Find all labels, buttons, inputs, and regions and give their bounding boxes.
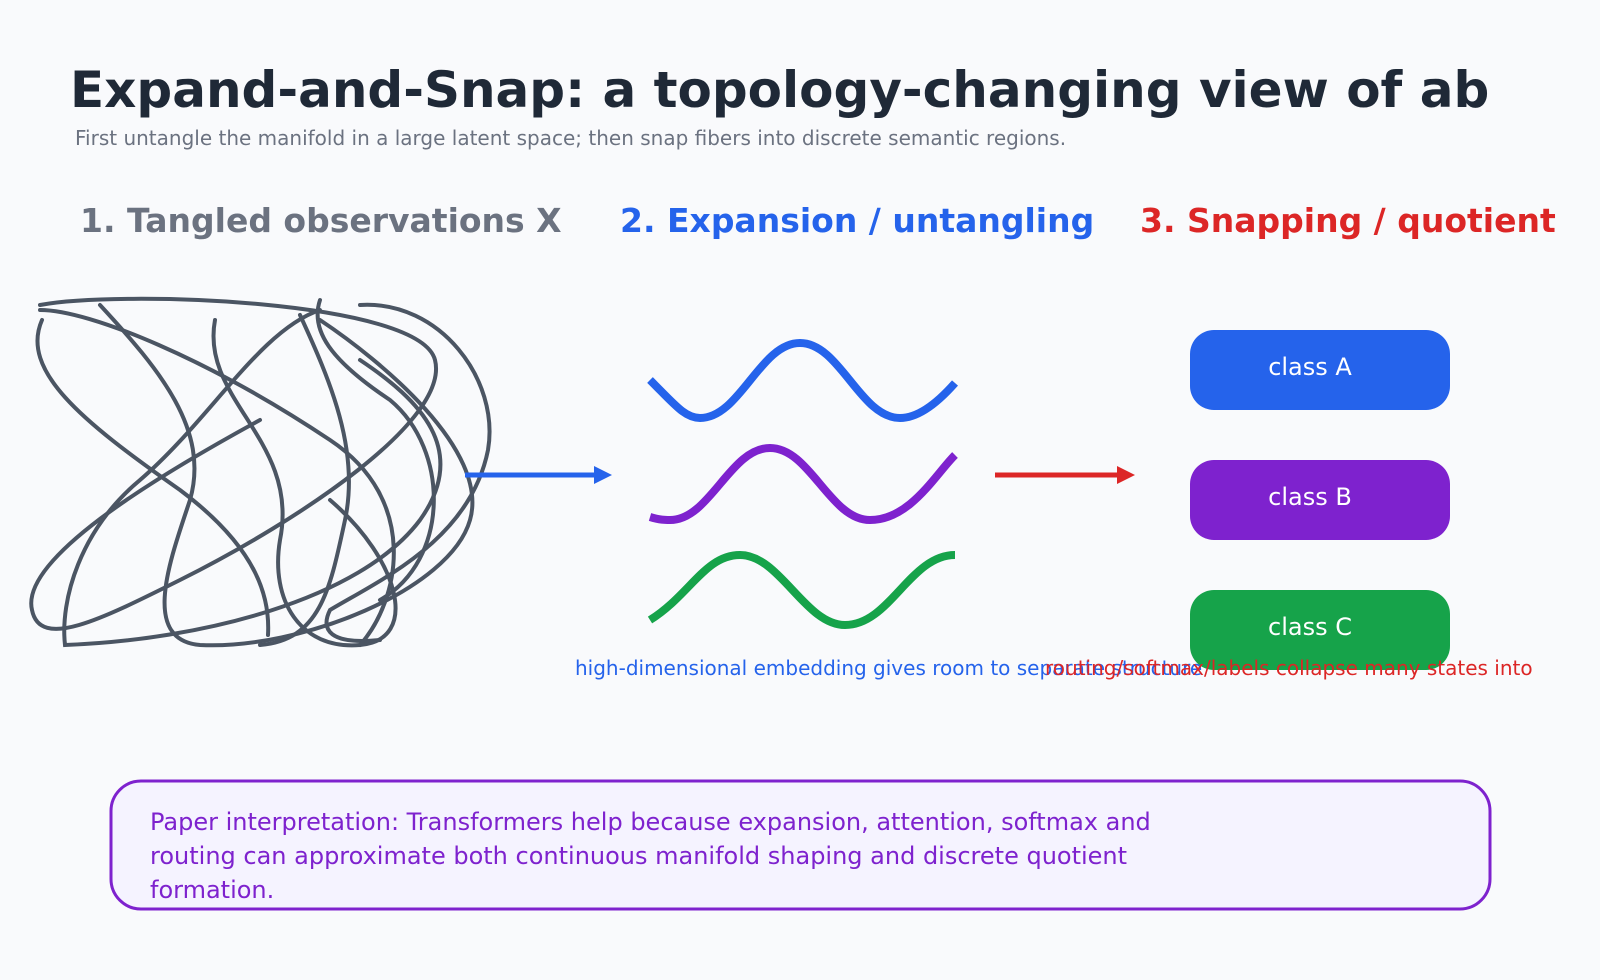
panel-title: 3. Snapping / quotient	[1140, 201, 1556, 240]
caption: high-dimensional embedding gives room to…	[575, 656, 1202, 680]
class-box	[1190, 460, 1450, 540]
panel-title: 1. Tangled observations X	[80, 201, 562, 240]
caption: routing/softmax/labels collapse many sta…	[1045, 656, 1533, 680]
note-line: formation.	[150, 876, 274, 904]
class-box	[1190, 590, 1450, 670]
class-box	[1190, 330, 1450, 410]
note-line: Paper interpretation: Transformers help …	[150, 808, 1151, 836]
title: Expand-and-Snap: a topology-changing vie…	[70, 61, 1489, 119]
class-label: class B	[1268, 483, 1352, 511]
panel-title: 2. Expansion / untangling	[620, 201, 1094, 240]
subtitle: First untangle the manifold in a large l…	[75, 126, 1066, 150]
arrow	[995, 466, 1135, 484]
arrow	[465, 466, 612, 484]
class-label: class C	[1268, 613, 1352, 641]
tangled-manifold	[29, 296, 492, 648]
fiber	[647, 550, 956, 630]
class-label: class A	[1268, 353, 1352, 381]
fibers	[647, 338, 958, 630]
fiber	[647, 338, 958, 423]
fiber	[648, 443, 958, 525]
note-line: routing can approximate both continuous …	[150, 842, 1127, 870]
note-box	[109, 779, 1492, 911]
